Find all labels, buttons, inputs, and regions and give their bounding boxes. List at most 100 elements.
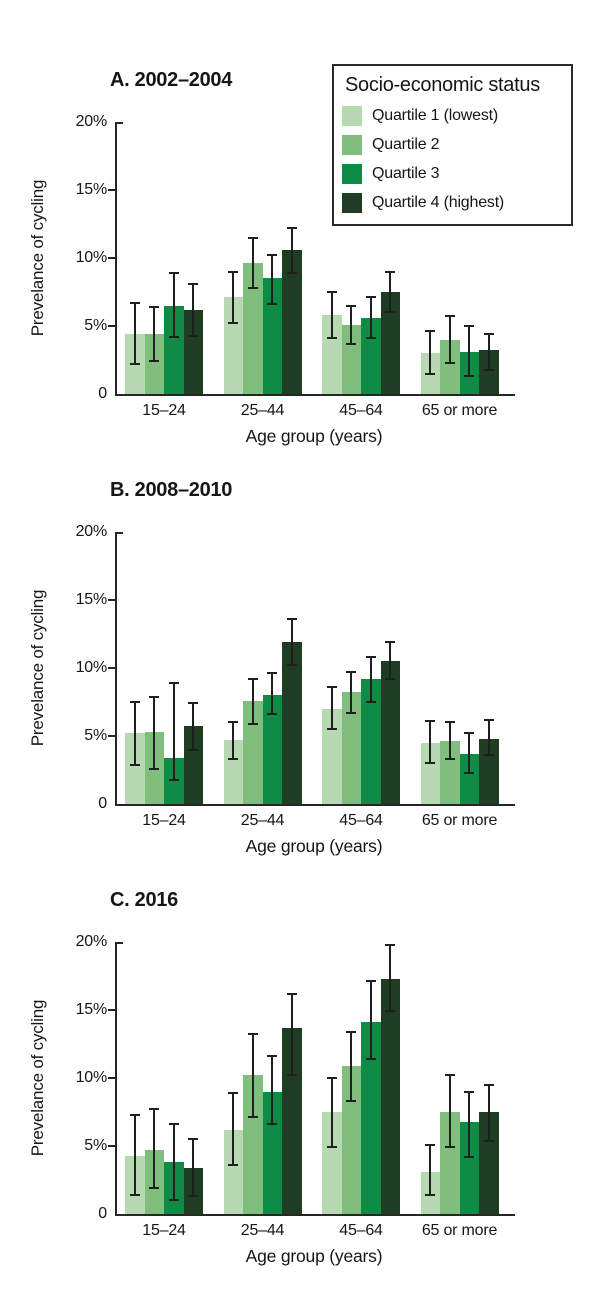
bar [144,334,164,394]
error-bar [271,255,274,305]
error-bar-top-cap [444,721,455,724]
error-bar [468,733,471,773]
legend-item: Quartile 1 (lowest) [342,106,567,126]
error-bar-top-cap [326,1077,337,1079]
bar [380,661,400,804]
error-bar [271,673,274,715]
error-bar [133,702,136,765]
y-tick [108,257,115,259]
error-bar-bottom-cap [464,1155,475,1158]
y-tick-label: 20% [75,523,108,540]
error-bar [350,1031,353,1102]
error-bar [172,272,175,337]
x-tick-label: 15–24 [142,402,186,419]
legend-swatch [342,193,362,213]
error-bar-bottom-cap [228,1164,239,1167]
plot-area [115,532,515,806]
error-bar-bottom-cap [444,1146,455,1149]
error-bar-bottom-cap [129,363,140,366]
error-bar-top-cap [188,702,199,705]
error-bar-bottom-cap [385,1010,396,1013]
error-bar-top-cap [346,671,357,674]
error-bar-top-cap [425,720,436,723]
bar [262,695,282,804]
error-bar [389,944,392,1012]
error-bar-bottom-cap [326,728,337,731]
y-tick [108,325,115,327]
chart-b: B. 2008–2010 Prevelance of cycling 20% 15% 1… [0,465,600,875]
error-bar [468,1091,471,1157]
chart-a: A. 2002–2004 Prevelance of cycling 20% 15% 1… [0,55,600,465]
error-bar-bottom-cap [365,337,376,340]
y-tick-label: 0 [98,385,107,402]
error-bar [448,1075,451,1148]
bar [479,1112,499,1214]
error-bar [153,1109,156,1189]
y-tick-label: 5% [84,727,107,744]
y-tick [108,1145,115,1147]
error-bar [448,722,451,760]
error-bar-bottom-cap [346,342,357,345]
error-bar-top-cap [483,718,494,721]
error-bar [192,1139,195,1197]
error-bar [487,334,490,370]
error-bar-top-cap [365,980,376,983]
error-bar-top-cap [464,1090,475,1093]
bar [223,740,243,804]
y-axis-label-text: Prevelance of cycling [28,179,47,337]
error-bar-top-cap [385,270,396,273]
y-tick-label: 15% [75,181,108,198]
error-bar-bottom-cap [267,303,278,306]
error-bar [369,657,372,702]
error-bar-bottom-cap [425,372,436,375]
bar [322,1112,342,1214]
error-bar-top-cap [286,992,297,995]
plot-area [115,942,515,1216]
error-bar [232,1092,235,1166]
error-bar-bottom-cap [168,1199,179,1202]
bar [341,692,361,804]
x-tick-label: 65 or more [421,1222,498,1239]
error-bar-bottom-cap [444,361,455,364]
legend-swatch [342,106,362,126]
y-axis-label-text: Prevelance of cycling [28,999,47,1157]
error-bar-top-cap [425,1143,436,1146]
bar [380,978,400,1214]
error-bar-top-cap [129,701,140,703]
error-bar-top-cap [129,1113,140,1116]
y-tick [108,189,115,191]
y-tick-label: 10% [75,249,108,266]
error-bar-top-cap [228,1091,239,1094]
error-bar-bottom-cap [129,763,140,766]
legend-item-label: Quartile 4 (highest) [372,194,505,211]
error-bar-bottom-cap [385,677,396,680]
legend-item: Quartile 2 [342,135,567,155]
bar [282,1027,302,1214]
bar [183,726,203,804]
y-axis-label-text: Prevelance of cycling [28,589,47,747]
error-bar [251,1034,254,1118]
error-bar-bottom-cap [149,767,160,770]
y-tick [108,667,115,669]
bar [262,1091,282,1214]
error-bar-top-cap [286,618,297,621]
error-bar-top-cap [247,677,258,680]
error-bar [350,305,353,344]
bar [164,305,184,394]
error-bar-bottom-cap [464,375,475,378]
error-bar [429,331,432,374]
error-bar-top-cap [326,686,337,689]
error-bar-top-cap [228,721,239,724]
y-tick-label: 10% [75,659,108,676]
y-tick-label: 20% [75,113,108,130]
legend-swatch [342,135,362,155]
error-bar [389,642,392,679]
bar [125,733,145,804]
bar [243,263,263,394]
error-bar-bottom-cap [188,748,199,751]
error-bar [172,1124,175,1201]
bar [183,309,203,394]
error-bar [290,619,293,666]
bar [361,317,381,394]
